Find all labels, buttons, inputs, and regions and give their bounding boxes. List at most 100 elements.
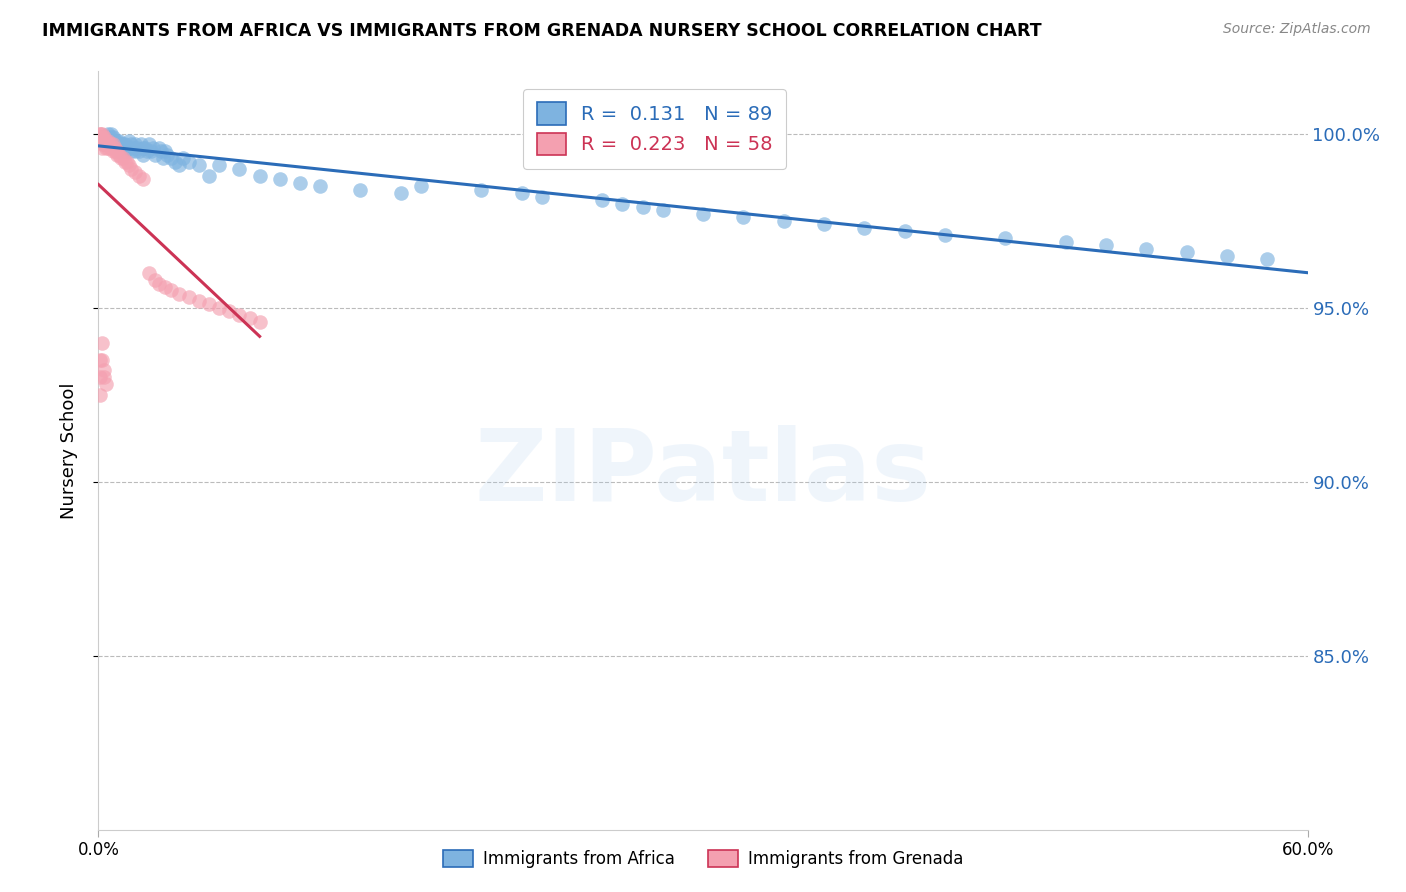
- Point: [93, 137, 115, 152]
- Point: [167, 158, 190, 172]
- Point: [156, 148, 179, 162]
- Point: [97, 127, 120, 141]
- Point: [110, 137, 132, 152]
- Point: [105, 148, 128, 162]
- Point: [934, 227, 956, 242]
- Point: [208, 158, 231, 172]
- Point: [121, 141, 143, 155]
- Point: [135, 145, 157, 159]
- Point: [120, 137, 142, 152]
- Point: [93, 370, 115, 384]
- Point: [91, 127, 114, 141]
- Point: [124, 165, 146, 179]
- Point: [249, 315, 271, 329]
- Point: [893, 224, 915, 238]
- Point: [994, 231, 1017, 245]
- Point: [89, 130, 111, 145]
- Point: [143, 273, 166, 287]
- Point: [249, 169, 271, 183]
- Point: [228, 308, 250, 322]
- Point: [91, 141, 114, 155]
- Point: [103, 141, 125, 155]
- Legend: R =  0.131   N = 89, R =  0.223   N = 58: R = 0.131 N = 89, R = 0.223 N = 58: [523, 88, 786, 169]
- Point: [188, 158, 211, 172]
- Point: [96, 141, 118, 155]
- Point: [409, 179, 432, 194]
- Point: [103, 141, 125, 155]
- Point: [139, 145, 162, 159]
- Point: [101, 134, 124, 148]
- Text: Source: ZipAtlas.com: Source: ZipAtlas.com: [1223, 22, 1371, 37]
- Point: [389, 186, 412, 200]
- Point: [288, 176, 311, 190]
- Point: [89, 134, 111, 148]
- Point: [309, 179, 332, 194]
- Point: [101, 130, 124, 145]
- Point: [138, 137, 160, 152]
- Point: [530, 189, 553, 203]
- Point: [163, 154, 186, 169]
- Point: [105, 137, 128, 152]
- Point: [148, 277, 170, 291]
- Point: [103, 134, 125, 148]
- Point: [124, 137, 146, 152]
- Point: [101, 137, 124, 152]
- Point: [93, 134, 115, 148]
- Point: [100, 130, 122, 145]
- Point: [1216, 249, 1239, 263]
- Point: [91, 130, 114, 145]
- Point: [97, 137, 120, 152]
- Point: [128, 145, 150, 159]
- Point: [198, 169, 221, 183]
- Point: [198, 297, 221, 311]
- Point: [101, 137, 124, 152]
- Text: ZIPatlas: ZIPatlas: [475, 425, 931, 522]
- Point: [172, 151, 194, 165]
- Point: [160, 284, 183, 298]
- Point: [470, 183, 492, 197]
- Point: [89, 127, 111, 141]
- Point: [120, 145, 142, 159]
- Point: [153, 145, 176, 159]
- Point: [114, 154, 136, 169]
- Point: [100, 127, 122, 141]
- Point: [96, 130, 118, 145]
- Point: [110, 141, 132, 155]
- Point: [103, 145, 125, 159]
- Point: [105, 145, 128, 159]
- Point: [149, 145, 172, 159]
- Point: [89, 127, 111, 141]
- Point: [772, 214, 794, 228]
- Point: [91, 134, 114, 148]
- Y-axis label: Nursery School: Nursery School: [59, 382, 77, 519]
- Point: [153, 280, 176, 294]
- Point: [89, 353, 111, 368]
- Legend: Immigrants from Africa, Immigrants from Grenada: Immigrants from Africa, Immigrants from …: [436, 843, 970, 875]
- Point: [91, 335, 114, 350]
- Point: [100, 137, 122, 152]
- Point: [96, 134, 118, 148]
- Point: [97, 137, 120, 152]
- Point: [96, 377, 118, 392]
- Point: [510, 186, 533, 200]
- Point: [114, 145, 136, 159]
- Point: [853, 220, 876, 235]
- Point: [1175, 245, 1198, 260]
- Point: [218, 304, 240, 318]
- Point: [96, 137, 118, 152]
- Point: [179, 154, 201, 169]
- Point: [631, 200, 654, 214]
- Point: [651, 203, 673, 218]
- Point: [188, 293, 211, 308]
- Point: [1256, 252, 1278, 267]
- Point: [733, 211, 755, 225]
- Point: [128, 169, 150, 183]
- Point: [107, 148, 129, 162]
- Point: [125, 141, 148, 155]
- Point: [239, 311, 262, 326]
- Point: [100, 141, 122, 155]
- Point: [93, 363, 115, 377]
- Point: [111, 137, 134, 152]
- Point: [100, 137, 122, 152]
- Point: [1135, 242, 1157, 256]
